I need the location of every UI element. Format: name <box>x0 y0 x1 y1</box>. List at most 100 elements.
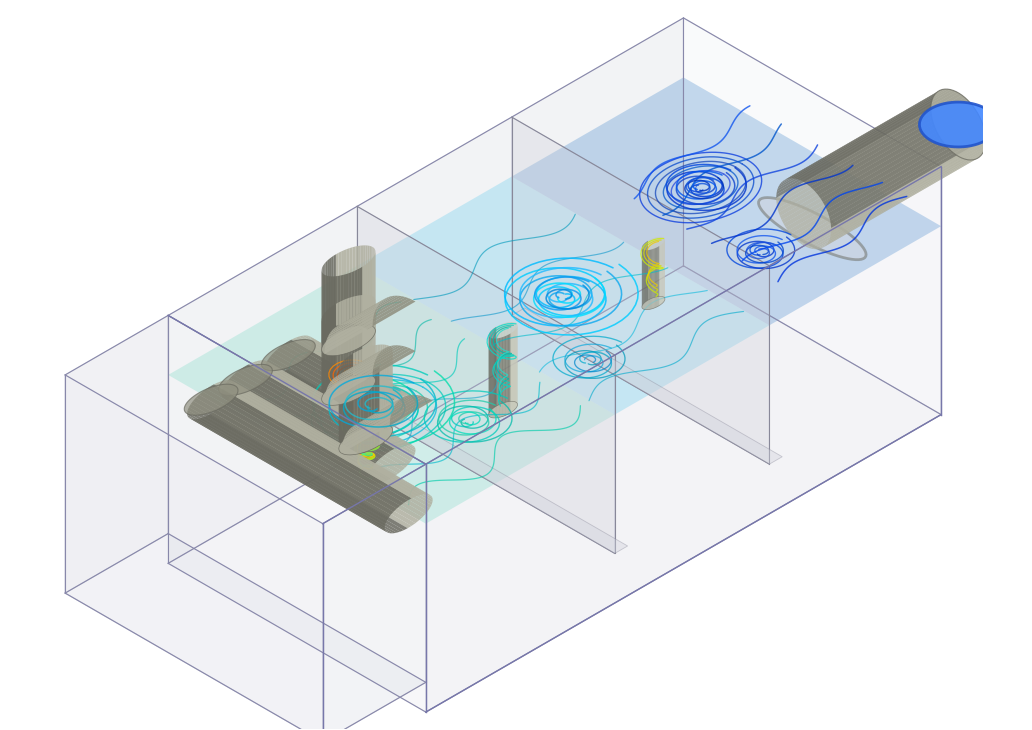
Polygon shape <box>508 322 510 402</box>
Polygon shape <box>325 310 327 391</box>
Polygon shape <box>343 412 392 442</box>
Polygon shape <box>202 416 404 531</box>
Polygon shape <box>509 334 511 413</box>
Polygon shape <box>780 93 936 184</box>
Polygon shape <box>341 374 343 453</box>
Polygon shape <box>381 345 383 424</box>
Polygon shape <box>333 254 335 335</box>
Polygon shape <box>777 120 933 212</box>
Polygon shape <box>280 345 387 407</box>
Polygon shape <box>356 350 358 431</box>
Polygon shape <box>362 265 364 346</box>
Polygon shape <box>168 266 941 712</box>
Polygon shape <box>227 399 377 484</box>
Polygon shape <box>288 367 394 429</box>
Polygon shape <box>793 89 950 179</box>
Polygon shape <box>230 394 430 511</box>
Polygon shape <box>277 347 383 410</box>
Polygon shape <box>648 240 649 300</box>
Polygon shape <box>284 342 390 404</box>
Polygon shape <box>305 353 411 415</box>
Polygon shape <box>325 365 374 396</box>
Polygon shape <box>344 374 346 455</box>
Polygon shape <box>350 247 353 328</box>
Polygon shape <box>502 337 504 417</box>
Polygon shape <box>381 399 432 429</box>
Polygon shape <box>383 345 385 424</box>
Polygon shape <box>364 264 367 345</box>
Polygon shape <box>211 384 412 501</box>
Polygon shape <box>340 346 390 374</box>
Polygon shape <box>347 298 350 378</box>
Polygon shape <box>345 358 347 439</box>
Polygon shape <box>370 308 373 389</box>
Polygon shape <box>357 207 615 553</box>
Polygon shape <box>249 363 398 449</box>
Polygon shape <box>931 89 986 160</box>
Polygon shape <box>343 296 393 324</box>
Polygon shape <box>223 398 372 483</box>
Polygon shape <box>656 247 657 307</box>
Polygon shape <box>256 361 406 446</box>
Polygon shape <box>355 296 358 375</box>
Polygon shape <box>651 249 652 309</box>
Polygon shape <box>360 245 363 325</box>
Polygon shape <box>329 353 379 384</box>
Polygon shape <box>222 387 369 474</box>
Polygon shape <box>269 366 416 453</box>
Polygon shape <box>346 323 349 403</box>
Polygon shape <box>261 339 316 371</box>
Polygon shape <box>228 380 428 494</box>
Polygon shape <box>312 344 415 406</box>
Polygon shape <box>327 326 328 405</box>
Polygon shape <box>214 410 415 526</box>
Polygon shape <box>202 389 404 506</box>
Polygon shape <box>375 396 426 425</box>
Polygon shape <box>373 247 374 327</box>
Polygon shape <box>776 105 931 198</box>
Polygon shape <box>369 246 372 326</box>
Polygon shape <box>291 364 398 427</box>
Polygon shape <box>370 258 373 339</box>
Polygon shape <box>648 250 649 310</box>
Polygon shape <box>384 361 386 442</box>
Polygon shape <box>270 353 377 416</box>
Polygon shape <box>360 316 362 397</box>
Polygon shape <box>810 98 968 189</box>
Polygon shape <box>188 407 387 524</box>
Polygon shape <box>353 352 356 433</box>
Polygon shape <box>372 296 373 376</box>
Polygon shape <box>796 90 954 180</box>
Polygon shape <box>338 301 342 382</box>
Polygon shape <box>326 362 375 393</box>
Polygon shape <box>830 148 985 240</box>
Polygon shape <box>225 399 374 484</box>
Polygon shape <box>189 418 388 533</box>
Polygon shape <box>387 345 388 425</box>
Polygon shape <box>652 249 653 309</box>
Polygon shape <box>249 389 398 476</box>
Polygon shape <box>377 366 380 447</box>
Polygon shape <box>327 259 329 340</box>
Polygon shape <box>298 358 406 421</box>
Polygon shape <box>650 239 651 299</box>
Polygon shape <box>225 381 374 469</box>
Polygon shape <box>347 248 350 328</box>
Polygon shape <box>329 304 379 334</box>
Polygon shape <box>799 91 956 181</box>
Polygon shape <box>818 159 975 249</box>
Polygon shape <box>357 177 769 415</box>
Polygon shape <box>357 374 360 454</box>
Polygon shape <box>376 345 378 424</box>
Polygon shape <box>65 375 323 730</box>
Polygon shape <box>378 397 429 426</box>
Polygon shape <box>349 322 352 402</box>
Polygon shape <box>512 77 941 326</box>
Polygon shape <box>327 276 328 356</box>
Polygon shape <box>233 398 383 483</box>
Polygon shape <box>342 422 390 453</box>
Polygon shape <box>196 419 396 534</box>
Polygon shape <box>341 325 343 404</box>
Polygon shape <box>332 326 335 405</box>
Polygon shape <box>259 360 408 445</box>
